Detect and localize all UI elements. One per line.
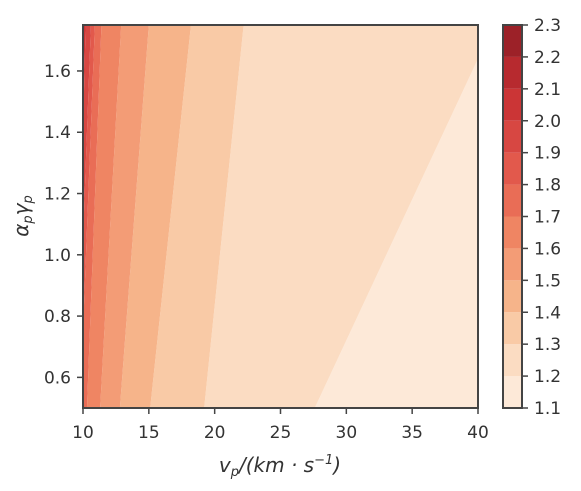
- contour-band-7: [83, 25, 102, 408]
- colorbar-band: [503, 376, 522, 408]
- colorbar-band: [503, 344, 522, 377]
- colorbar-tick-label: 2.2: [534, 48, 561, 68]
- colorbar-tick-label: 1.8: [534, 176, 561, 196]
- colorbar-tick-label: 2.3: [534, 16, 561, 36]
- colorbar-band: [503, 88, 522, 121]
- colorbar-band: [503, 152, 522, 185]
- colorbar-tick-label: 1.9: [534, 144, 561, 164]
- x-tick-label: 30: [336, 423, 358, 443]
- x-axis-ticks: 10 15 20 25 30 35 40: [72, 408, 489, 443]
- contour-band-8: [83, 25, 95, 332]
- y-axis-ticks: 0.6 0.8 1.0 1.2 1.4 1.6: [44, 62, 83, 388]
- colorbar-bands: [503, 25, 522, 408]
- contour-band-3: [150, 25, 244, 408]
- colorbar-tick-label: 1.5: [534, 271, 561, 291]
- colorbar-band: [503, 216, 522, 249]
- colorbar-tick-label: 1.2: [534, 367, 561, 387]
- colorbar-band: [503, 280, 522, 313]
- contour-band-9: [83, 25, 91, 240]
- x-tick-label: 35: [401, 423, 423, 443]
- y-tick-label: 1.0: [44, 246, 71, 266]
- colorbar-tick-label: 1.4: [534, 303, 561, 323]
- colorbar-ticks: 1.1 1.2 1.3 1.4 1.5 1.6 1.7 1.8 1.9 2.0 2.1 2.2 2.3: [522, 16, 561, 419]
- y-tick-label: 1.2: [44, 185, 71, 205]
- colorbar-band: [503, 184, 522, 217]
- colorbar-tick-label: 1.1: [534, 399, 561, 419]
- colorbar-band: [503, 25, 522, 57]
- colorbar-band: [503, 248, 522, 281]
- x-tick-label: 40: [467, 423, 489, 443]
- colorbar: 1.1 1.2 1.3 1.4 1.5 1.6 1.7 1.8 1.9 2.0 2.1 2.2 2.3: [502, 16, 561, 419]
- contour-band-6: [86, 25, 122, 408]
- x-tick-label: 15: [138, 423, 160, 443]
- x-tick-label: 25: [270, 423, 292, 443]
- contour-band-4: [119, 25, 191, 408]
- y-tick-label: 0.8: [44, 307, 71, 327]
- colorbar-tick-label: 1.6: [534, 239, 561, 259]
- colorbar-band: [503, 120, 522, 153]
- colorbar-tick-label: 2.0: [534, 112, 561, 132]
- y-tick-label: 1.4: [44, 123, 71, 143]
- colorbar-tick-label: 1.3: [534, 335, 561, 355]
- contour-band-5: [100, 25, 149, 408]
- plot-area: 10 15 20 25 30 35 40 0.6 0.8 1.0 1.2 1.4 1.6: [44, 24, 489, 443]
- colorbar-band: [503, 312, 522, 345]
- colorbar-band: [503, 56, 522, 89]
- y-axis-label: αpγp: [9, 195, 36, 237]
- y-tick-label: 1.6: [44, 62, 71, 82]
- contour-band-2: [204, 25, 478, 408]
- colorbar-tick-label: 2.1: [534, 80, 561, 100]
- x-tick-label: 20: [204, 423, 226, 443]
- x-tick-label: 10: [72, 423, 94, 443]
- contour-bands: [83, 25, 478, 408]
- colorbar-tick-label: 1.7: [534, 208, 561, 228]
- y-tick-label: 0.6: [44, 368, 71, 388]
- x-axis-label: vp/(km · s−1): [219, 453, 341, 480]
